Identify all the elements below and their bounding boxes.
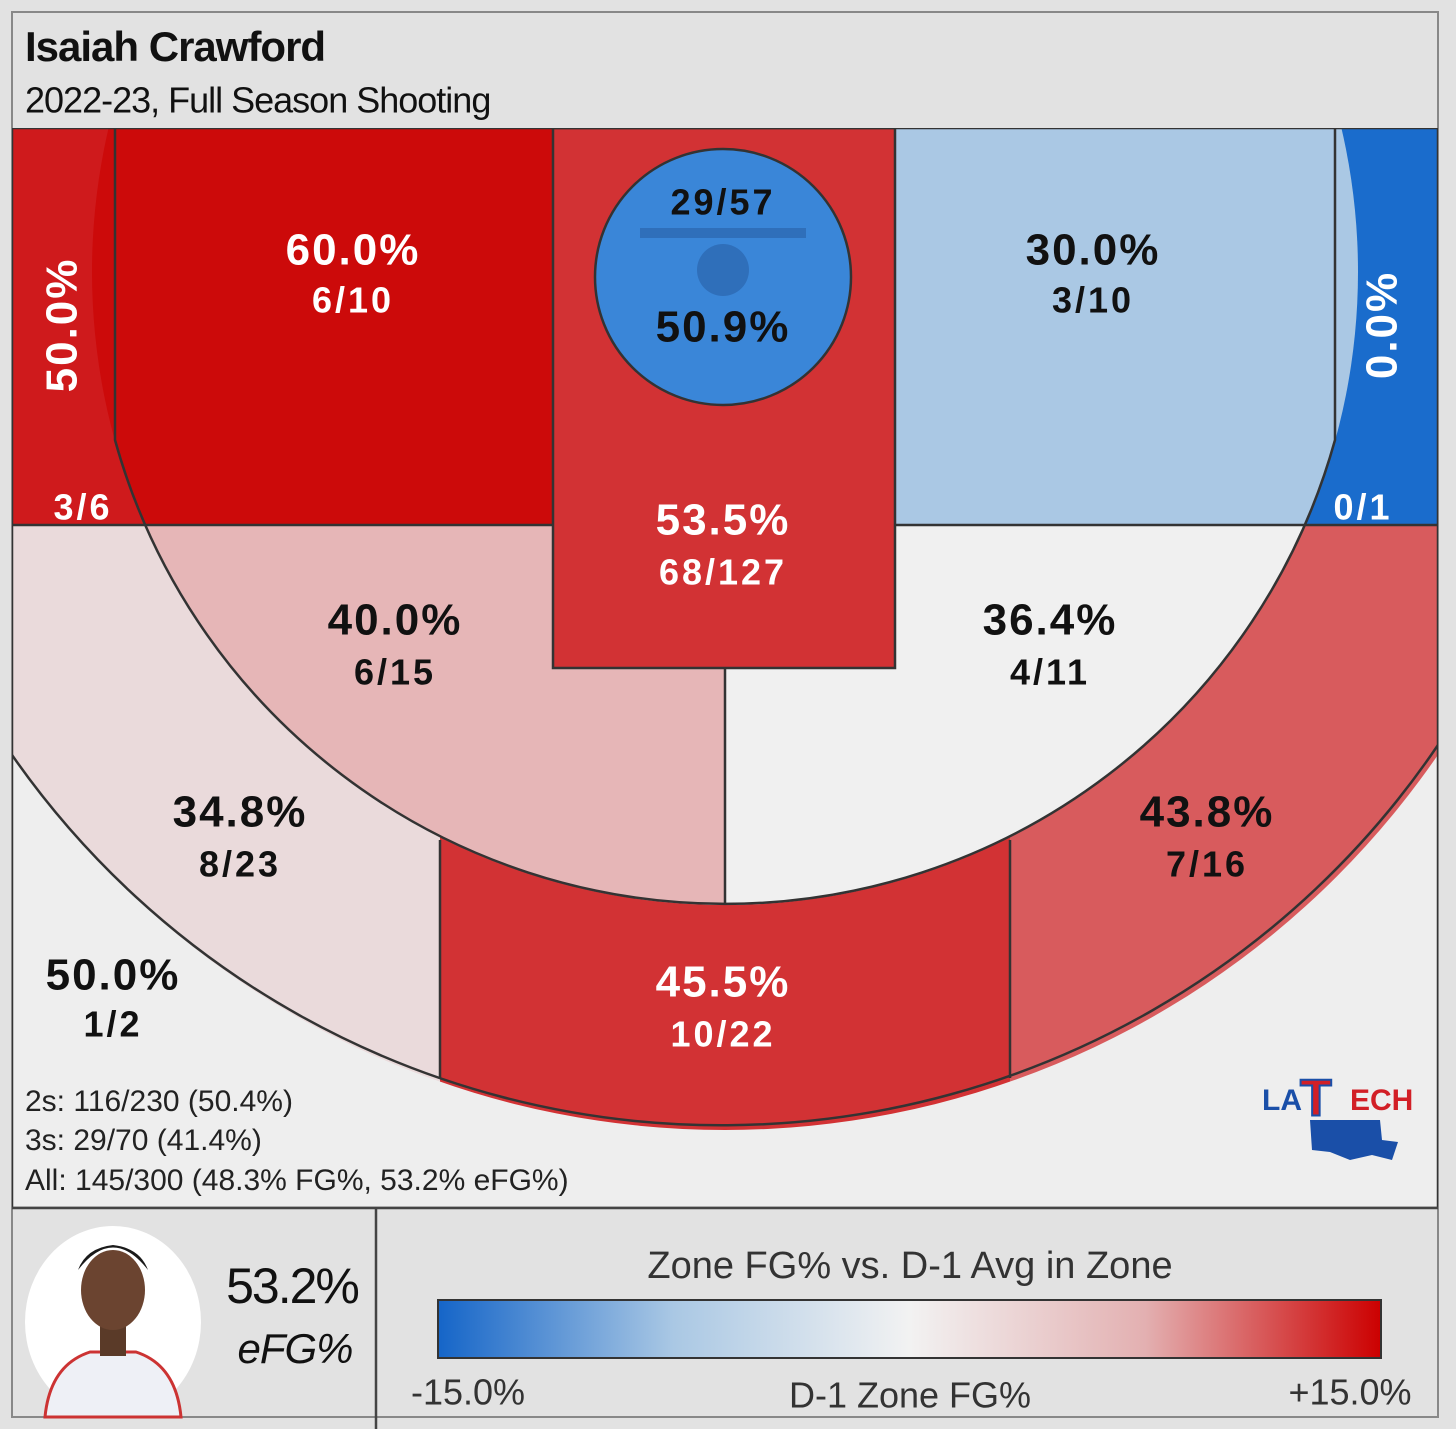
zone-pct: 43.8% (1140, 788, 1275, 837)
zone-shots: 8/23 (199, 844, 281, 885)
zone-pct: 0.0% (1358, 271, 1407, 379)
zone-pct: 50.0% (38, 258, 87, 393)
zone-shots: 6/10 (312, 280, 394, 321)
legend-mid: D-1 Zone FG% (789, 1375, 1031, 1416)
zone-pct: 34.8% (173, 788, 308, 837)
legend-title: Zone FG% vs. D-1 Avg in Zone (647, 1245, 1172, 1287)
zone-shots: 1/2 (83, 1004, 142, 1045)
zone-shots: 29/57 (670, 182, 775, 223)
summary-line: All: 145/300 (48.3% FG%, 53.2% eFG%) (25, 1164, 569, 1197)
rim-zone (593, 147, 853, 407)
summary-line: 3s: 29/70 (41.4%) (25, 1124, 262, 1157)
subtitle: 2022-23, Full Season Shooting (25, 80, 490, 121)
zone-shots: 3/10 (1052, 280, 1134, 321)
court-lines (12, 128, 1438, 1208)
zone-pct: 53.5% (656, 496, 791, 545)
hoop (697, 244, 749, 296)
efg-value: 53.2% (226, 1258, 358, 1314)
logo-text: LA (1262, 1084, 1302, 1117)
zone-pct: 50.0% (46, 951, 181, 1000)
zone-pct: 50.9% (656, 303, 791, 352)
zone-shots: 10/22 (670, 1014, 775, 1055)
zone-labels: 50.0% 3/6 60.0% 6/10 53.5% 68/127 50.9% 29/57 30… (38, 182, 1407, 1055)
logo-text: ECH (1350, 1084, 1413, 1117)
legend-min: -15.0% (411, 1372, 525, 1413)
legend-max: +15.0% (1288, 1372, 1411, 1413)
zone-shots: 6/15 (354, 652, 436, 693)
zone-pct: 30.0% (1026, 226, 1161, 275)
team-logo: LA T ECH (1262, 1069, 1413, 1160)
zone-pct: 40.0% (328, 596, 463, 645)
zone-shots: 68/127 (659, 552, 787, 593)
zone-shots: 0/1 (1333, 487, 1392, 528)
zone-shots: 3/6 (53, 487, 112, 528)
efg-label: eFG% (237, 1325, 352, 1372)
logo-text: T (1300, 1070, 1332, 1128)
title: Isaiah Crawford (25, 23, 325, 70)
summary: 2s: 116/230 (50.4%) 3s: 29/70 (41.4%) Al… (25, 1085, 569, 1197)
summary-line: 2s: 116/230 (50.4%) (25, 1085, 293, 1118)
legend-colorbar (437, 1299, 1382, 1359)
zone-pct: 45.5% (656, 958, 791, 1007)
zone-area (895, 128, 1358, 525)
zone-pct: 60.0% (286, 226, 421, 275)
zone-area (92, 128, 553, 525)
zone-shots: 7/16 (1166, 844, 1248, 885)
logo-state (1310, 1120, 1398, 1160)
player-photo (25, 1226, 201, 1419)
zone-shots: 4/11 (1010, 652, 1090, 693)
zone-pct: 36.4% (983, 596, 1118, 645)
